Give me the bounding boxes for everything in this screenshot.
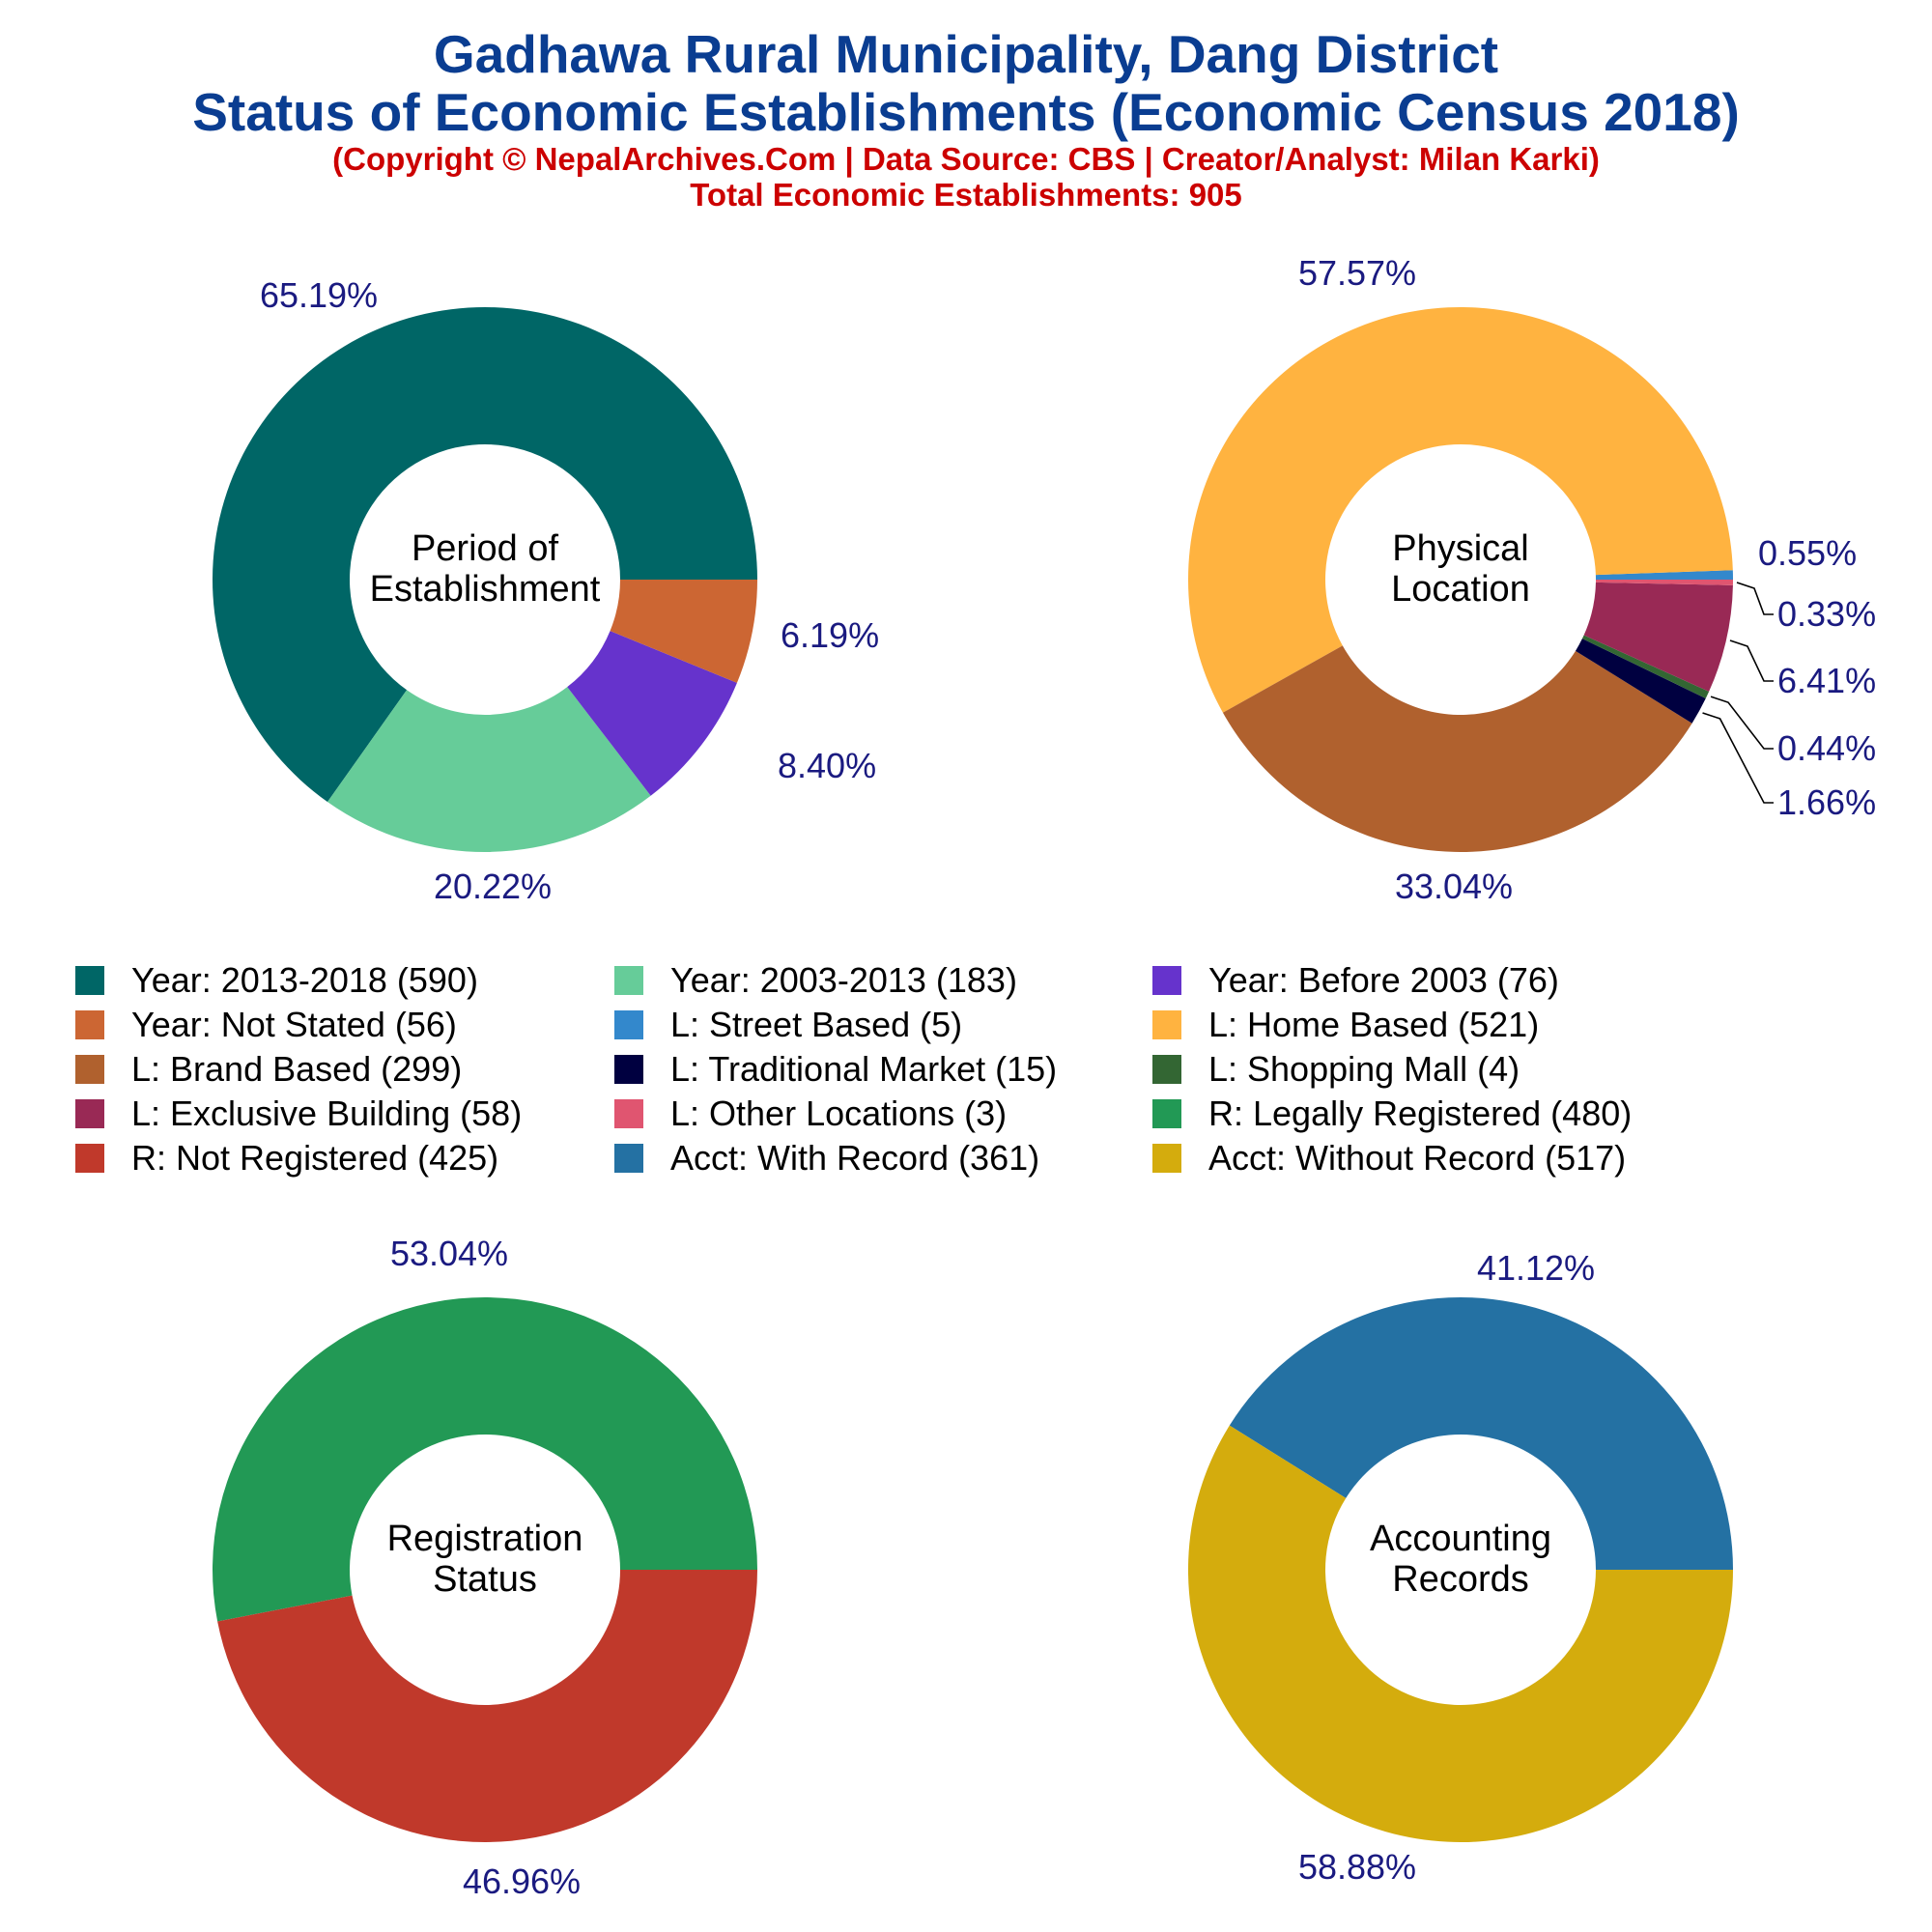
percent-label: 65.19% — [260, 275, 378, 315]
chart-header: Gadhawa Rural Municipality, Dang Distric… — [0, 25, 1932, 213]
legend-item: L: Traditional Market (15) — [614, 1049, 1058, 1089]
donut-chart: 65.19% 20.22% 8.40% 6.19% Period ofEstablish… — [212, 275, 879, 906]
legend-label: L: Street Based (5) — [670, 1005, 963, 1044]
legend-swatch — [614, 1144, 643, 1173]
donut-center-label: Location — [1391, 569, 1530, 610]
legend-label: Year: Not Stated (56) — [131, 1005, 457, 1044]
legend-item: Year: 2013-2018 (590) — [75, 960, 478, 1000]
donut-slice — [567, 631, 737, 796]
legend-item: L: Brand Based (299) — [75, 1049, 463, 1089]
chart-title: Gadhawa Rural Municipality, Dang Distric… — [433, 24, 1499, 84]
chart-subtitle: Status of Economic Establishments (Econo… — [192, 82, 1740, 142]
percent-label: 58.88% — [1298, 1847, 1416, 1887]
percent-label: 1.66% — [1777, 782, 1876, 822]
legend-swatch — [75, 966, 104, 995]
legend-label: L: Traditional Market (15) — [670, 1049, 1058, 1089]
legend-item: L: Shopping Mall (4) — [1152, 1049, 1520, 1089]
legend-label: Acct: Without Record (517) — [1208, 1138, 1627, 1178]
donut-slice — [1229, 1296, 1733, 1570]
legend-swatch — [75, 1010, 104, 1039]
legend-swatch — [1152, 1144, 1181, 1173]
donut-slice — [1595, 580, 1733, 585]
donut-slice — [1595, 570, 1733, 580]
legend-swatch — [1152, 1099, 1181, 1128]
legend-item: R: Legally Registered (480) — [1152, 1094, 1632, 1133]
percent-label: 20.22% — [434, 867, 552, 906]
legend-label: Acct: With Record (361) — [670, 1138, 1040, 1178]
donut-chart: 0.55% 57.57% 33.04% 1.66% 0.44% 6.41% 0.33% Phy… — [1187, 253, 1876, 906]
percent-label: 8.40% — [778, 746, 876, 785]
legend-label: Year: 2003-2013 (183) — [670, 960, 1017, 1000]
legend-label: L: Shopping Mall (4) — [1208, 1049, 1520, 1089]
donut-slice — [1188, 1425, 1733, 1842]
legend-swatch — [614, 966, 643, 995]
percent-label: 53.04% — [390, 1234, 508, 1273]
legend-label: Year: Before 2003 (76) — [1208, 960, 1559, 1000]
legend-item: Year: 2003-2013 (183) — [614, 960, 1017, 1000]
legend-item: L: Exclusive Building (58) — [75, 1094, 522, 1133]
donut-slice — [212, 307, 758, 803]
legend-swatch — [75, 1099, 104, 1128]
legend-item: Acct: Without Record (517) — [1152, 1138, 1627, 1178]
legend-swatch — [614, 1055, 643, 1084]
legend-label: L: Brand Based (299) — [131, 1049, 463, 1089]
legend-label: R: Legally Registered (480) — [1208, 1094, 1633, 1133]
legend-item: Year: Before 2003 (76) — [1152, 960, 1559, 1000]
percent-label: 0.33% — [1777, 594, 1876, 634]
legend-item: Acct: With Record (361) — [614, 1138, 1040, 1178]
donut-center-label: Status — [433, 1559, 537, 1600]
legend-item: L: Other Locations (3) — [614, 1094, 1007, 1133]
donut-slice — [1581, 635, 1710, 698]
percent-label: 0.55% — [1758, 533, 1857, 573]
percent-label: 41.12% — [1477, 1248, 1595, 1288]
legend-label: L: Other Locations (3) — [670, 1094, 1008, 1133]
legend-swatch — [75, 1144, 104, 1173]
donut-center-label: Records — [1392, 1559, 1529, 1600]
percent-label: 0.44% — [1777, 728, 1876, 768]
legend-swatch — [75, 1055, 104, 1084]
donut-center-label: Physical — [1392, 528, 1529, 569]
donut-slice — [1575, 639, 1706, 724]
legend-item: R: Not Registered (425) — [75, 1138, 499, 1178]
legend-label: R: Not Registered (425) — [131, 1138, 499, 1178]
legend-swatch — [1152, 966, 1181, 995]
percent-label: 6.19% — [781, 615, 879, 655]
donut-slice — [212, 1296, 757, 1622]
donut-slice — [327, 687, 651, 852]
donut-center-label: Establishment — [370, 569, 601, 610]
copyright-line: (Copyright © NepalArchives.Com | Data So… — [332, 141, 1600, 177]
leader-line — [1736, 582, 1774, 615]
percent-label: 57.57% — [1298, 253, 1416, 293]
donut-center-label: Period of — [412, 528, 559, 569]
legend-swatch — [614, 1099, 643, 1128]
percent-label: 33.04% — [1395, 867, 1513, 906]
donut-slice — [217, 1570, 758, 1842]
total-line: Total Economic Establishments: 905 — [690, 177, 1242, 213]
donut-center-label: Registration — [387, 1519, 583, 1559]
legend-item: L: Home Based (521) — [1152, 1005, 1540, 1044]
donut-slice — [610, 580, 757, 683]
legend-label: L: Home Based (521) — [1208, 1005, 1540, 1044]
donut-slice — [1222, 645, 1692, 852]
legend-item: Year: Not Stated (56) — [75, 1005, 457, 1044]
leader-line — [1702, 712, 1774, 804]
legend-swatch — [1152, 1010, 1181, 1039]
donut-slice — [1187, 306, 1733, 713]
legend-label: L: Exclusive Building (58) — [131, 1094, 523, 1133]
legend-label: Year: 2013-2018 (590) — [131, 960, 478, 1000]
legend-swatch — [1152, 1055, 1181, 1084]
legend-swatch — [614, 1010, 643, 1039]
donut-slice — [1583, 582, 1733, 692]
leader-line — [1729, 639, 1774, 682]
percent-label: 46.96% — [463, 1861, 581, 1901]
legend-item: L: Street Based (5) — [614, 1005, 963, 1044]
leader-line — [1710, 696, 1774, 750]
donut-center-label: Accounting — [1370, 1519, 1551, 1559]
percent-label: 6.41% — [1777, 661, 1876, 700]
